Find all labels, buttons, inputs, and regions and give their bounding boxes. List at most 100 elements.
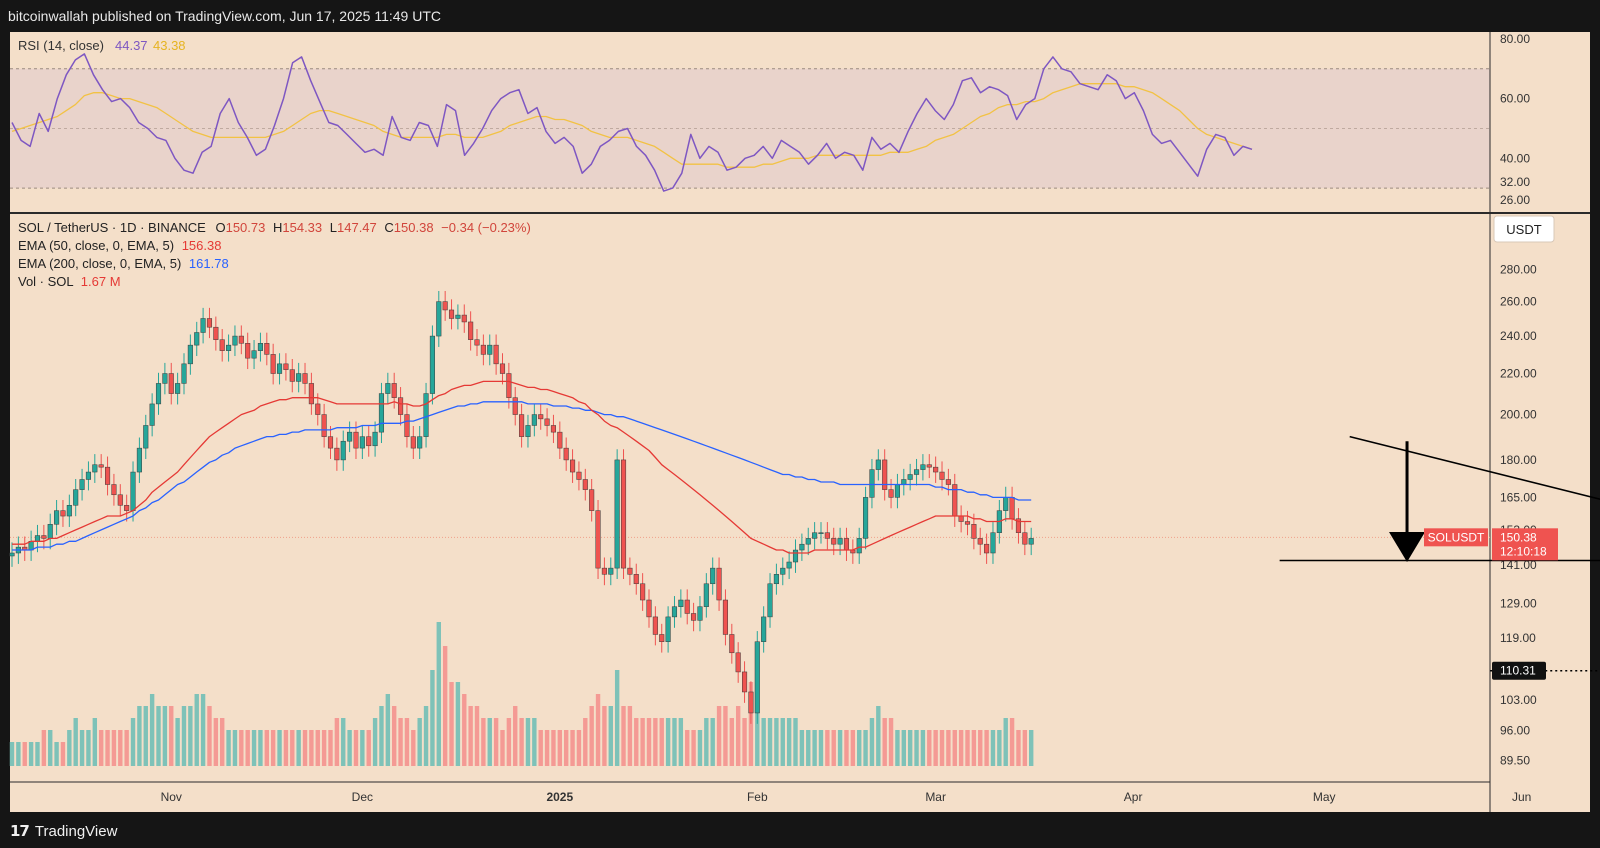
volume-bar	[538, 730, 543, 766]
price-axis-bg	[1490, 214, 1590, 782]
candle-body	[448, 309, 455, 319]
candle-body	[684, 599, 690, 614]
volume-bar	[404, 718, 410, 766]
symbol-badge-label: SOLUSDT	[1428, 530, 1485, 544]
candle-body	[226, 344, 232, 351]
volume-bar	[659, 718, 664, 766]
x-axis-label-5: Apr	[1124, 790, 1143, 804]
candle-body	[391, 383, 397, 398]
candle-body	[9, 552, 15, 557]
target-price-value: 110.31	[1500, 664, 1536, 678]
rsi-tick-label-0: 80.00	[1500, 32, 1530, 46]
candle-body	[761, 616, 767, 642]
candle-body	[436, 301, 442, 337]
volume-bar	[468, 706, 473, 766]
volume-bar	[513, 706, 518, 766]
candle-body	[831, 538, 837, 545]
candle-body	[429, 335, 435, 394]
candle-body	[404, 414, 410, 437]
candle-body	[461, 314, 467, 323]
candle-body	[984, 543, 990, 554]
volume-bar	[767, 718, 773, 766]
candle-body	[512, 397, 518, 415]
ohlc-close: 150.38	[394, 220, 434, 235]
candle-body	[1009, 497, 1015, 520]
volume-bar	[748, 682, 754, 766]
volume-bar	[194, 694, 199, 766]
candle-body	[92, 464, 98, 473]
volume-bar	[181, 706, 187, 766]
candles	[9, 290, 1034, 724]
candle-body	[276, 363, 283, 374]
last-price-value: 150.38	[1500, 530, 1537, 544]
volume-bar	[462, 694, 467, 766]
ema-lines	[12, 380, 1032, 554]
volume-bar	[755, 706, 760, 766]
volume-bar	[761, 718, 766, 766]
candle-body	[85, 471, 91, 480]
volume-bar	[595, 694, 601, 766]
candle-body	[264, 343, 270, 355]
volume-bar	[850, 730, 856, 766]
price-tick-label-10: 119.00	[1500, 631, 1536, 645]
volume-bar	[341, 718, 346, 766]
volume-bar	[220, 718, 225, 766]
ema50-line	[12, 380, 1032, 554]
volume-bar	[742, 718, 747, 766]
volume-bar	[296, 730, 301, 766]
candle-body	[665, 616, 671, 642]
ema200-value: 161.78	[189, 256, 229, 271]
candle-body	[652, 616, 658, 635]
volume-bar	[1009, 718, 1015, 766]
volume-bar	[525, 718, 531, 766]
publisher-line: bitcoinwallah published on TradingView.c…	[8, 8, 441, 24]
candle-body	[646, 599, 652, 618]
ohlc-close-label: C	[384, 220, 393, 235]
volume-bar	[907, 730, 913, 766]
candle-body	[194, 332, 200, 346]
candle-body	[920, 464, 926, 470]
candle-body	[1028, 538, 1034, 545]
ema200-label: EMA (200, close, 0, EMA, 5)	[18, 256, 181, 271]
candle-body	[423, 393, 429, 437]
candle-body	[296, 373, 302, 382]
candle-body	[340, 440, 346, 461]
candle-body	[499, 363, 506, 374]
candle-body	[627, 567, 633, 575]
height-arrow	[1389, 441, 1426, 563]
time-axis-bg	[10, 782, 1590, 812]
candle-body	[913, 469, 920, 475]
x-axis-label-2: 2025	[546, 790, 573, 804]
volume-bar	[143, 706, 148, 766]
candle-body	[576, 471, 582, 480]
price-tick-label-12: 103.00	[1500, 693, 1537, 707]
candle-body	[124, 505, 130, 511]
candle-body	[786, 561, 792, 569]
candle-body	[589, 489, 595, 511]
volume-bar	[825, 730, 830, 766]
volume-bar	[149, 694, 155, 766]
volume-bar	[532, 718, 537, 766]
volume-bar	[678, 718, 684, 766]
candle-body	[671, 606, 678, 618]
footer: 𝟭𝟳 TradingView	[0, 816, 1600, 848]
volume-bar	[576, 730, 582, 766]
candle-body	[398, 397, 404, 415]
candle-body	[742, 671, 748, 693]
volume-bar	[302, 730, 308, 766]
candle-body	[977, 538, 983, 545]
candle-body	[926, 464, 932, 468]
volume-bar	[685, 730, 690, 766]
volume-bar	[411, 730, 416, 766]
candle-body	[531, 414, 537, 426]
candle-body	[691, 613, 697, 621]
price-tick-label-2: 240.00	[1500, 329, 1537, 343]
volume-bar	[697, 730, 703, 766]
candle-body	[856, 538, 862, 554]
volume-bar	[124, 730, 129, 766]
candle-body	[73, 489, 79, 506]
last-price-countdown: 12:10:18	[1500, 544, 1547, 558]
currency-button[interactable]	[1493, 215, 1555, 243]
candle-body	[824, 532, 830, 539]
